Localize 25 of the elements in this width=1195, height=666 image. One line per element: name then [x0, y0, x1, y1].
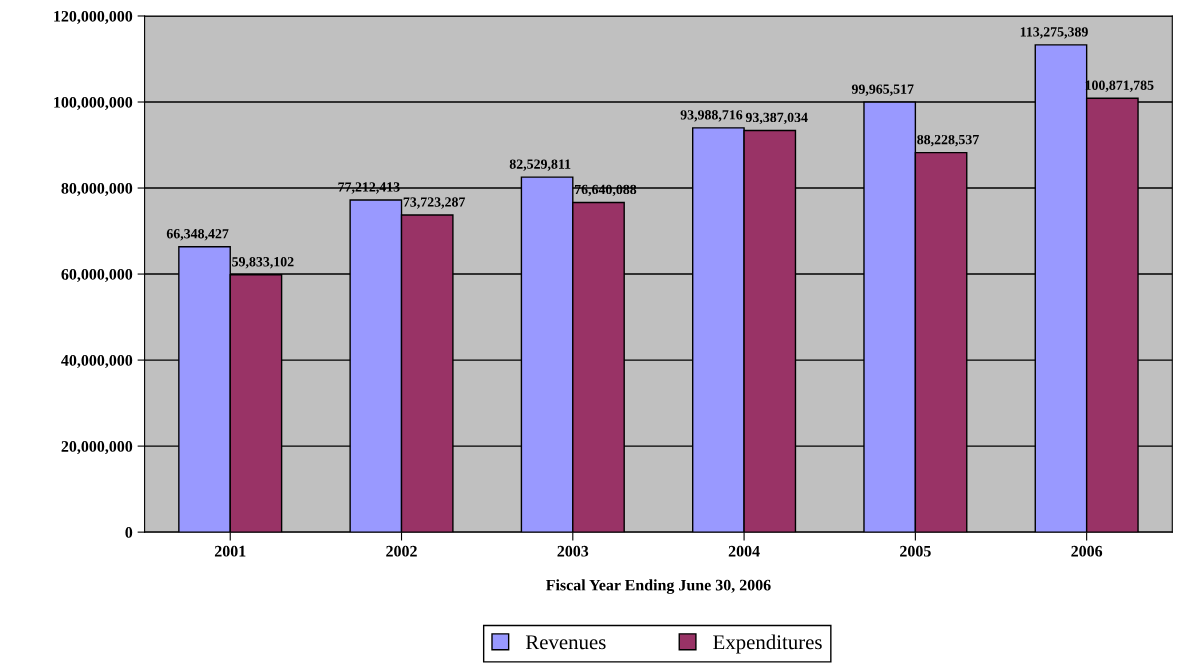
data-label: 66,348,427 [166, 229, 229, 241]
y-tick-label: 120,000,000 [54, 10, 133, 24]
x-axis-title: Fiscal Year Ending June 30, 2006 [546, 579, 771, 594]
y-tick-label: 60,000,000 [61, 268, 133, 283]
y-tick-label: 20,000,000 [61, 441, 133, 455]
legend-label: Expenditures [713, 634, 822, 654]
data-label: 82,529,811 [509, 159, 571, 171]
data-label: 99,965,517 [851, 84, 914, 96]
y-tick-label: 0 [125, 527, 133, 538]
x-tick-label: 2004 [728, 545, 760, 557]
data-label: 88,228,537 [917, 134, 979, 147]
x-tick-label: 2005 [900, 545, 931, 557]
data-label: 113,275,389 [1020, 27, 1088, 39]
x-tick-label: 2003 [557, 545, 589, 557]
data-label: 93,387,034 [745, 112, 808, 125]
legend-label: Revenues [525, 635, 606, 650]
x-tick-label: 2002 [386, 545, 417, 557]
y-tick-label: 100,000,000 [54, 96, 133, 111]
x-tick-label: 2006 [1071, 545, 1103, 557]
data-label: 73,723,287 [403, 197, 466, 209]
x-tick-label: 2001 [214, 545, 246, 557]
y-tick-label: 80,000,000 [61, 182, 133, 197]
data-label: 93,988,716 [680, 110, 743, 122]
data-label: 59,833,102 [232, 257, 294, 269]
y-tick-label: 40,000,000 [61, 355, 133, 369]
